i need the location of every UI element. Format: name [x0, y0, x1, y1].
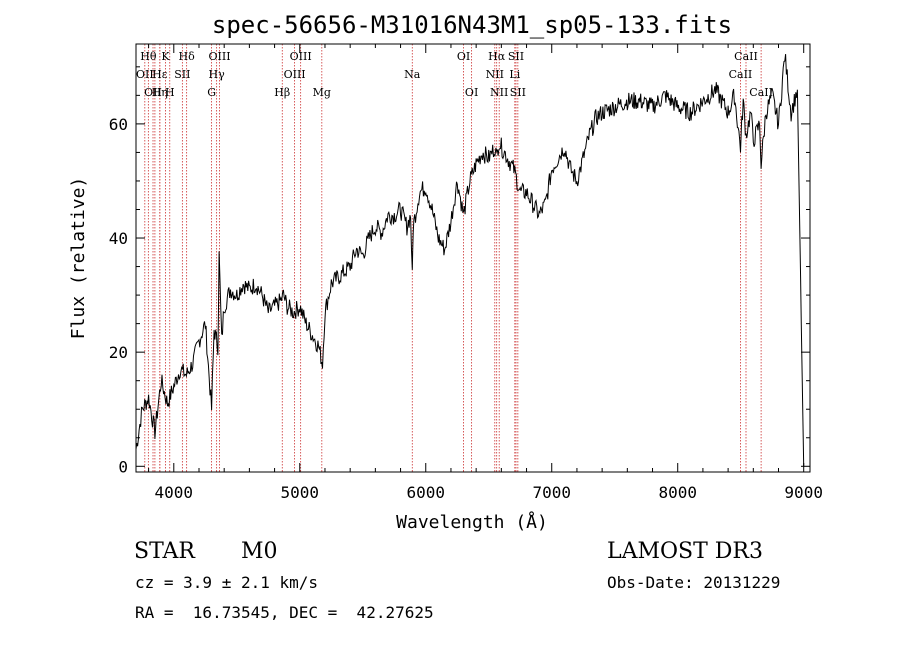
line-label-17: Na	[404, 68, 421, 81]
line-label-7: H	[165, 86, 175, 99]
line-label-4: Hε	[152, 68, 168, 81]
x-axis-label: Wavelength (Å)	[396, 511, 548, 533]
line-label-9: Hδ	[179, 50, 196, 63]
emission-line-markers	[144, 44, 762, 472]
y-tick-label: 0	[118, 457, 128, 476]
line-label-1: Hθ	[140, 50, 157, 63]
plot-frame	[135, 43, 811, 473]
line-label-2: OII	[144, 86, 162, 99]
line-label-24: SII	[508, 50, 524, 63]
line-label-21: Hα	[488, 50, 506, 63]
object-subclass: M0	[241, 539, 278, 564]
line-label-5: Hη	[152, 86, 168, 99]
line-label-11: Hγ	[209, 68, 226, 81]
line-label-8: SII	[174, 68, 190, 81]
line-label-18: OI	[457, 50, 470, 63]
y-axis-label: Flux (relative)	[68, 177, 89, 340]
line-label-12: OIII	[208, 50, 230, 63]
chart-title: spec-56656-M31016N43M1_sp05-133.fits	[212, 11, 732, 39]
coordinates: RA = 16.73545, DEC = 42.27625	[135, 603, 434, 622]
x-tick-label: 6000	[406, 483, 445, 502]
line-label-20: NII	[486, 68, 504, 81]
emission-line-labels: OIIHθOIIHεHηKHSIIHδGHγOIIIHβOIIIOIIIMgNa…	[136, 50, 773, 99]
object-class: STAR	[134, 539, 195, 564]
line-label-16: Mg	[313, 86, 331, 99]
y-axis: 0 20 40 60	[109, 66, 810, 476]
y-tick-label: 40	[109, 229, 128, 248]
line-label-19: OI	[465, 86, 478, 99]
x-tick-label: 7000	[532, 483, 571, 502]
observation-date: Obs-Date: 20131229	[607, 573, 781, 592]
x-tick-label: 9000	[784, 483, 823, 502]
line-label-27: CaII	[734, 50, 758, 63]
line-label-25: SII	[510, 86, 526, 99]
line-label-6: K	[161, 50, 170, 63]
line-label-22: NII	[490, 86, 508, 99]
spectrum-chart: spec-56656-M31016N43M1_sp05-133.fits OII…	[68, 11, 823, 533]
x-tick-label: 4000	[155, 483, 194, 502]
y-tick-label: 60	[109, 115, 128, 134]
line-label-23: Li	[509, 68, 520, 81]
survey-name: LAMOST DR3	[607, 539, 763, 564]
redshift-velocity: cz = 3.9 ± 2.1 km/s	[135, 573, 319, 592]
line-label-28: CaII	[749, 86, 773, 99]
line-label-10: G	[207, 86, 216, 99]
line-label-14: OIII	[284, 68, 306, 81]
line-label-15: OIII	[290, 50, 312, 63]
line-label-13: Hβ	[274, 86, 290, 99]
x-tick-label: 8000	[658, 483, 697, 502]
y-tick-label: 20	[109, 343, 128, 362]
x-tick-label: 5000	[281, 483, 320, 502]
line-label-0: OII	[136, 68, 154, 81]
line-label-26: CaII	[729, 68, 753, 81]
x-axis: 4000 5000 6000 7000 8000 9000	[148, 44, 823, 502]
spectrum-series-line	[135, 54, 805, 467]
